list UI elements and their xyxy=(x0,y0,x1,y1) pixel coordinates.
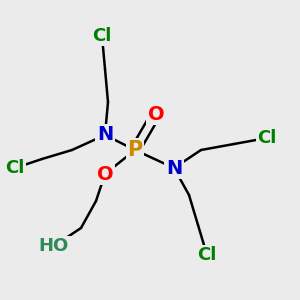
Text: Cl: Cl xyxy=(5,159,25,177)
Text: O: O xyxy=(97,164,113,184)
Text: N: N xyxy=(97,125,113,145)
Text: Cl: Cl xyxy=(92,27,112,45)
Text: P: P xyxy=(128,140,142,160)
Text: N: N xyxy=(166,158,182,178)
Text: O: O xyxy=(148,104,164,124)
Text: Cl: Cl xyxy=(197,246,217,264)
Text: HO: HO xyxy=(39,237,69,255)
Text: Cl: Cl xyxy=(257,129,277,147)
